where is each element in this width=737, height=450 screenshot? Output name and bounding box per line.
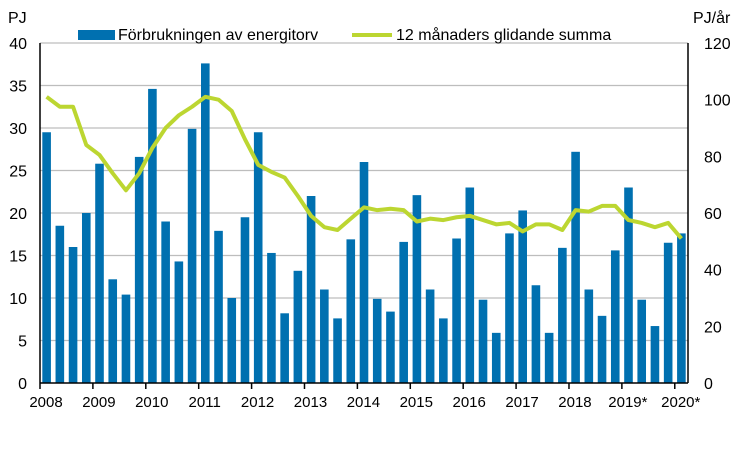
right-tick-label: 120 xyxy=(704,36,731,53)
bar xyxy=(452,239,461,384)
x-tick-label: 2011 xyxy=(189,394,221,411)
bar xyxy=(69,247,78,383)
right-tick-label: 20 xyxy=(704,319,722,336)
left-tick-label: 0 xyxy=(18,376,27,393)
bar xyxy=(611,250,620,383)
bar xyxy=(135,157,144,383)
x-tick-label: 2018 xyxy=(558,394,591,411)
legend: Förbrukningen av energitorv 12 månaders g… xyxy=(76,22,635,44)
bar xyxy=(373,299,382,383)
bar xyxy=(399,242,408,383)
bar xyxy=(545,333,554,383)
bar xyxy=(108,279,117,383)
x-tick-label: 2015 xyxy=(400,394,433,411)
bar xyxy=(95,164,104,383)
bar xyxy=(307,196,316,383)
left-tick-label: 15 xyxy=(9,249,27,266)
bar xyxy=(518,210,527,383)
bar xyxy=(664,243,673,383)
left-tick-label: 10 xyxy=(9,291,27,308)
x-tick-label: 2020* xyxy=(661,394,700,411)
bar xyxy=(439,318,448,383)
bar xyxy=(677,233,686,383)
left-tick-label: 5 xyxy=(18,334,27,351)
right-tick-label: 0 xyxy=(704,376,713,393)
bar xyxy=(426,290,435,384)
bar xyxy=(161,222,170,384)
bar xyxy=(175,261,184,383)
bar xyxy=(360,162,369,383)
bar xyxy=(532,285,541,383)
bar xyxy=(254,132,263,383)
bar xyxy=(585,290,594,384)
left-tick-label: 20 xyxy=(9,206,27,223)
legend-label-line: 12 månaders glidande summa xyxy=(396,26,611,44)
x-tick-label: 2010 xyxy=(135,394,168,411)
left-tick-label: 35 xyxy=(9,79,27,96)
x-tick-label: 2017 xyxy=(505,394,538,411)
bar xyxy=(188,129,197,383)
bar xyxy=(637,300,646,383)
bar xyxy=(651,326,660,383)
bar-series xyxy=(42,63,685,383)
bar xyxy=(294,271,303,383)
x-tick-label: 2014 xyxy=(347,394,380,411)
x-tick-label: 2013 xyxy=(294,394,327,411)
right-axis-unit: PJ/år xyxy=(693,9,731,27)
x-tick-label: 2008 xyxy=(29,394,62,411)
bar xyxy=(386,312,395,383)
x-tick-label: 2009 xyxy=(82,394,115,411)
x-tick-label: 2019* xyxy=(608,394,647,411)
bar xyxy=(82,213,91,383)
bar xyxy=(280,313,289,383)
bar xyxy=(227,298,236,383)
right-tick-label: 60 xyxy=(704,206,722,223)
bar xyxy=(241,217,250,383)
right-tick-label: 80 xyxy=(704,149,722,166)
bar xyxy=(201,63,210,383)
legend-label-bars: Förbrukningen av energitorv xyxy=(118,27,318,44)
x-tick-label: 2012 xyxy=(241,394,274,411)
bar xyxy=(598,316,607,383)
bar xyxy=(42,132,51,383)
bar xyxy=(214,231,223,383)
bar xyxy=(333,318,342,383)
bar xyxy=(122,295,131,383)
left-tick-label: 30 xyxy=(9,121,27,138)
bar xyxy=(346,239,355,383)
bar xyxy=(267,253,276,383)
bar xyxy=(571,152,580,383)
left-tick-label: 40 xyxy=(9,36,27,53)
bar xyxy=(148,89,157,383)
bar xyxy=(505,233,514,383)
left-tick-label: 25 xyxy=(9,164,27,181)
bar xyxy=(479,300,488,383)
bar xyxy=(56,226,65,383)
bar xyxy=(320,290,329,384)
legend-swatch-bars xyxy=(78,30,115,40)
bar xyxy=(558,248,567,383)
x-tick-label: 2016 xyxy=(452,394,485,411)
left-axis-unit: PJ xyxy=(8,10,27,27)
bar xyxy=(492,333,501,383)
right-tick-label: 40 xyxy=(704,263,722,280)
right-tick-label: 100 xyxy=(704,93,731,110)
